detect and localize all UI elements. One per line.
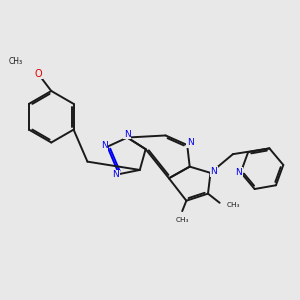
Text: N: N	[124, 130, 131, 139]
Text: CH₃: CH₃	[8, 56, 22, 65]
Text: CH₃: CH₃	[226, 202, 240, 208]
Text: N: N	[101, 141, 107, 150]
Text: N: N	[235, 168, 242, 177]
Text: N: N	[112, 170, 119, 179]
Text: N: N	[210, 167, 217, 176]
Text: O: O	[34, 68, 42, 79]
Text: N: N	[187, 138, 194, 147]
Text: CH₃: CH₃	[176, 217, 189, 223]
